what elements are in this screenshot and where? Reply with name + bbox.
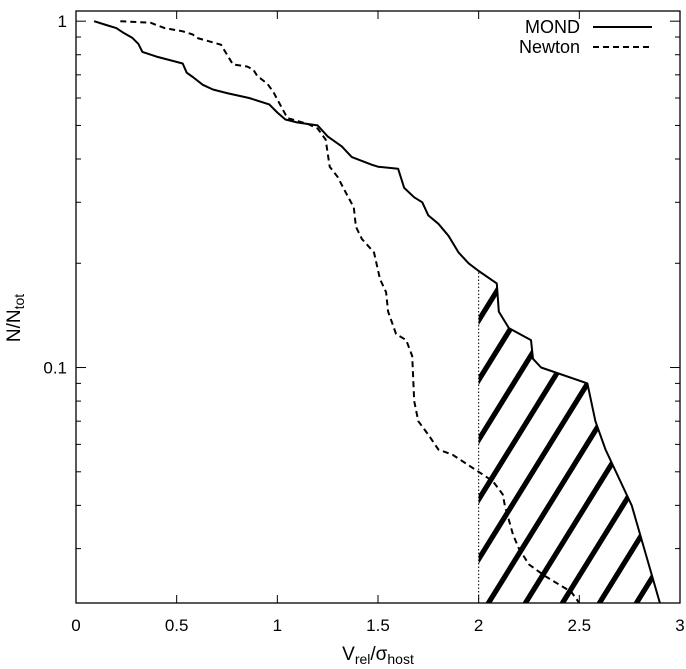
x-tick-label: 1.5 bbox=[366, 616, 390, 635]
y-axis-label-sub: tot bbox=[11, 294, 27, 310]
x-tick-label: 1 bbox=[273, 616, 282, 635]
hatch-line bbox=[572, 270, 660, 603]
x-axis-label-sep: /σ bbox=[370, 644, 387, 665]
plot-frame bbox=[75, 10, 681, 604]
legend-label-newton: Newton bbox=[519, 37, 580, 57]
legend-label-mond: MOND bbox=[525, 17, 580, 37]
x-tick-label: 0 bbox=[71, 616, 80, 635]
y-tick-label: 1 bbox=[58, 12, 67, 31]
y-tick-label: 0.1 bbox=[43, 359, 67, 378]
y-axis-label-main: N/N bbox=[4, 309, 25, 342]
tick-labels: 0 0.5 1 1.5 2 2.5 3 1 0.1 bbox=[43, 12, 684, 635]
x-axis-label-sub2: host bbox=[387, 651, 414, 667]
series-group bbox=[93, 20, 661, 603]
x-axis-label: Vrel/σhost bbox=[342, 644, 414, 667]
x-tick-label: 3 bbox=[675, 616, 684, 635]
x-tick-label: 2.5 bbox=[568, 616, 592, 635]
x-tick-label: 2 bbox=[474, 616, 483, 635]
series-mond-line bbox=[93, 20, 661, 603]
hatch-line bbox=[478, 270, 529, 603]
series-newton-line bbox=[120, 20, 581, 603]
hatch-line bbox=[478, 270, 660, 603]
x-tick-label: 0.5 bbox=[165, 616, 189, 635]
y-axis-label: N/Ntot bbox=[4, 294, 27, 342]
x-axis-label-sub1: rel bbox=[355, 651, 371, 667]
axis-ticks bbox=[75, 11, 681, 603]
hatch-line bbox=[535, 270, 660, 603]
x-axis-label-main: V bbox=[342, 644, 355, 665]
